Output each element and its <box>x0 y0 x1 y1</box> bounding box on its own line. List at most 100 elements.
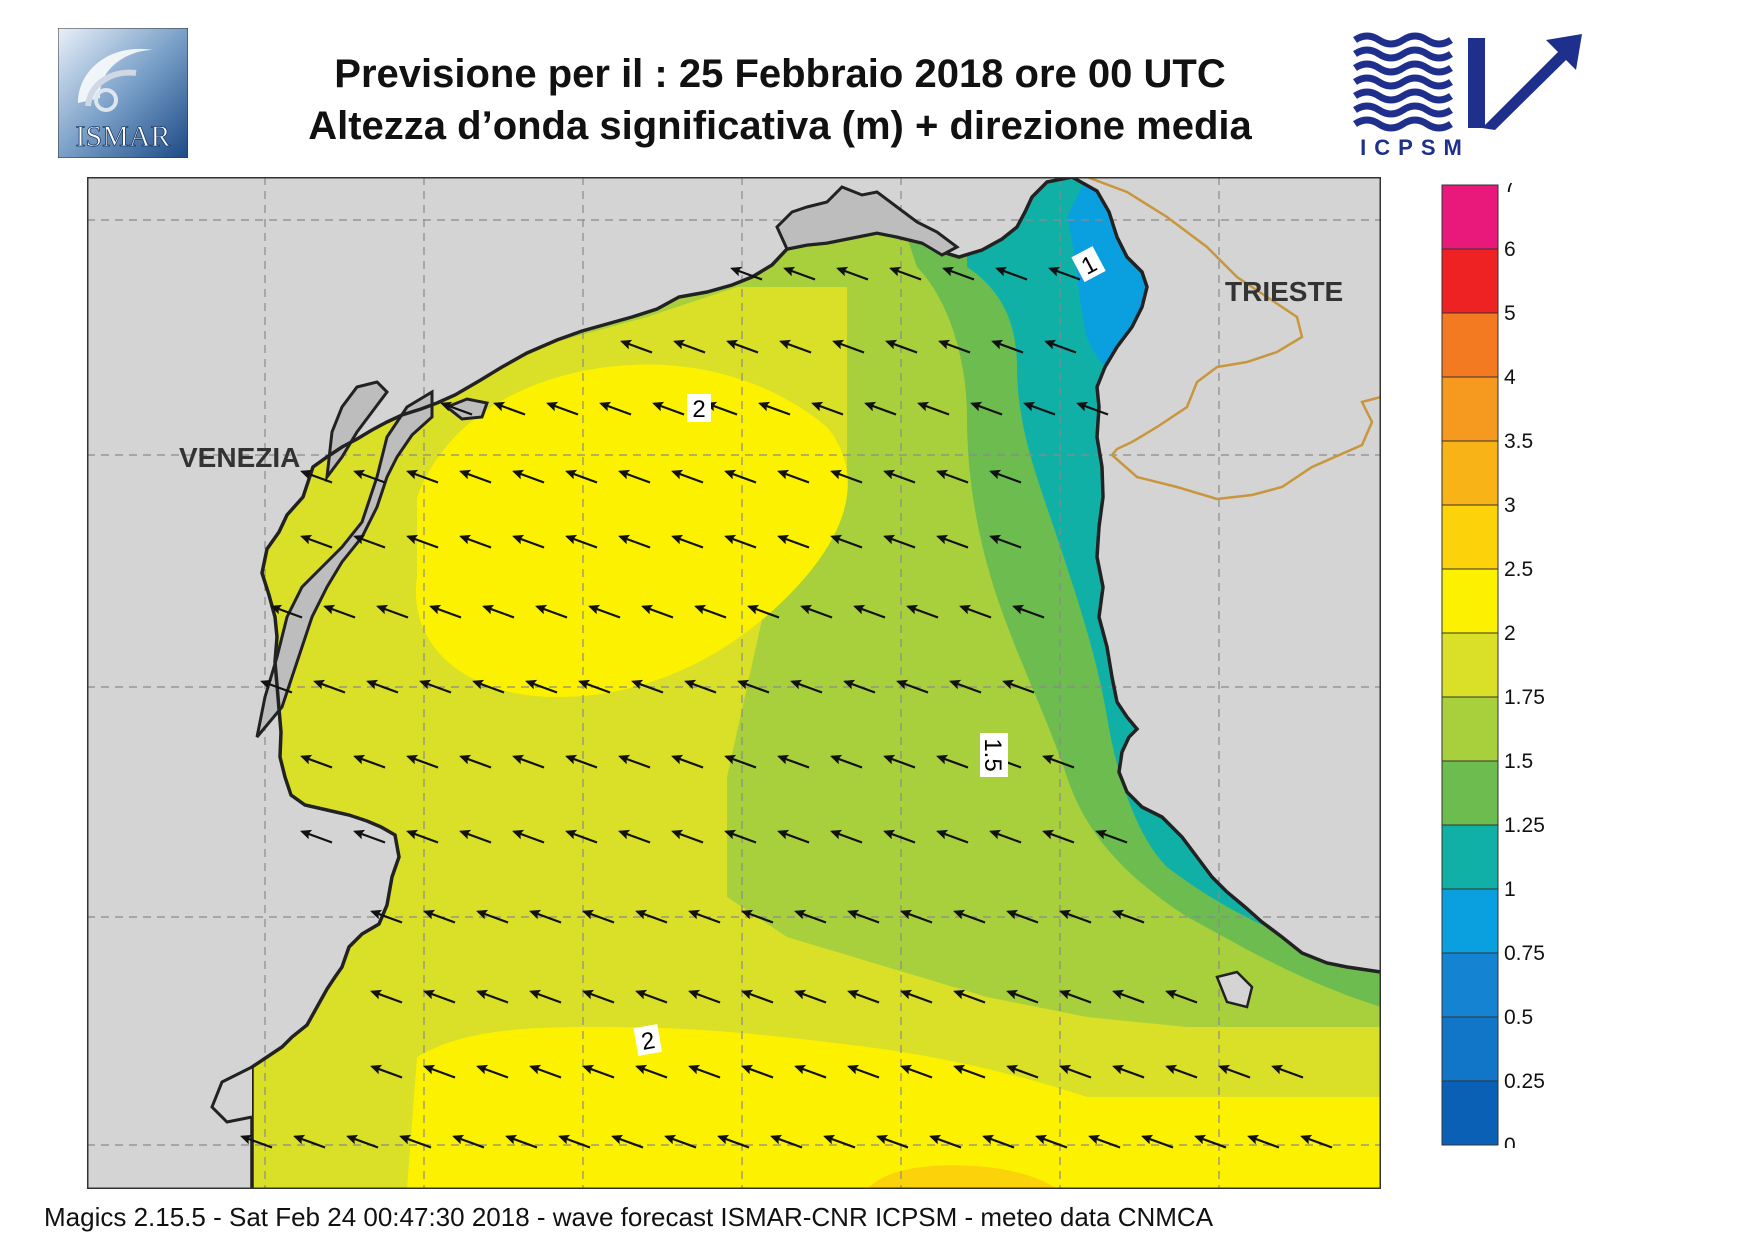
wave-direction-arrow <box>578 679 611 694</box>
wave-direction-arrow <box>588 604 621 619</box>
wave-direction-arrow <box>896 679 929 694</box>
wave-direction-arrow <box>724 829 757 844</box>
wave-direction-arrow <box>482 604 515 619</box>
wave-direction-arrow <box>300 829 333 844</box>
legend-tick-label: 0 <box>1504 1134 1516 1148</box>
legend-tick-label: 7 <box>1504 183 1516 197</box>
wave-direction-arrow <box>618 469 651 484</box>
legend-tick-label: 1 <box>1504 878 1516 901</box>
wave-direction-arrow <box>565 754 598 769</box>
wave-direction-arrow <box>671 469 704 484</box>
wave-direction-arrow <box>618 829 651 844</box>
wave-direction-arrow <box>376 604 409 619</box>
wave-direction-arrow <box>770 1134 803 1149</box>
wave-direction-arrow <box>900 989 933 1004</box>
wave-direction-arrow <box>423 989 456 1004</box>
wave-direction-arrow <box>953 989 986 1004</box>
wave-direction-arrow <box>694 604 727 619</box>
ismar-logo-icon: ISMAR <box>57 27 189 159</box>
legend-swatch <box>1441 312 1499 378</box>
legend-tick-label: 1.25 <box>1504 814 1545 837</box>
legend-tick-label: 3.5 <box>1504 430 1533 453</box>
legend-swatch <box>1441 888 1499 954</box>
wave-direction-arrow <box>830 829 863 844</box>
wave-direction-arrow <box>938 339 971 354</box>
wave-direction-arrow <box>794 1064 827 1079</box>
wave-direction-arrow <box>399 1134 432 1149</box>
wave-direction-arrow <box>936 754 969 769</box>
legend-tick-label: 2.5 <box>1504 558 1533 581</box>
wave-direction-arrow <box>906 604 939 619</box>
wave-direction-arrow <box>565 469 598 484</box>
wave-direction-arrow <box>737 679 770 694</box>
wave-direction-arrow <box>811 401 844 416</box>
wave-direction-arrow <box>847 1064 880 1079</box>
color-legend: 7 6 5 4 3.5 3 2.5 2 1.75 1.5 1.25 1 0.75 0.5 0.25 0 <box>1440 174 1560 1157</box>
wave-direction-arrow <box>885 339 918 354</box>
wave-direction-arrow <box>459 754 492 769</box>
wave-direction-arrow <box>582 989 615 1004</box>
wave-direction-arrow <box>370 1064 403 1079</box>
wave-direction-arrow <box>758 401 791 416</box>
wave-direction-arrow <box>847 909 880 924</box>
wave-direction-arrow <box>777 829 810 844</box>
wave-direction-arrow <box>864 401 897 416</box>
state-border-1 <box>1086 175 1304 456</box>
wave-direction-arrow <box>300 534 333 549</box>
wave-direction-arrow <box>353 534 386 549</box>
wave-direction-arrow <box>724 534 757 549</box>
wave-direction-arrow <box>936 829 969 844</box>
legend-swatch <box>1441 376 1499 442</box>
wave-direction-arrow <box>1112 989 1145 1004</box>
wave-direction-arrow <box>582 1064 615 1079</box>
wave-direction-arrow <box>512 534 545 549</box>
footer-credits: Magics 2.15.5 - Sat Feb 24 00:47:30 2018… <box>44 1202 1214 1232</box>
wave-direction-arrow <box>830 754 863 769</box>
wave-direction-arrow <box>794 909 827 924</box>
wave-direction-arrow <box>476 989 509 1004</box>
grado-lagoon <box>775 185 960 257</box>
wave-direction-arrow <box>599 401 632 416</box>
wave-direction-arrow <box>459 829 492 844</box>
legend-tick-label: 2 <box>1504 622 1516 645</box>
wave-direction-arrow <box>1044 339 1077 354</box>
wave-direction-arrow <box>730 266 763 281</box>
wave-direction-arrow <box>936 469 969 484</box>
wave-map-svg: 1 2 1.5 2 VENEZIA TRIESTE <box>87 175 1382 1189</box>
legend-tick-label: 0.75 <box>1504 942 1545 965</box>
wave-direction-arrow <box>673 339 706 354</box>
wave-direction-arrow <box>671 534 704 549</box>
icpsm-logo-icon: ICPSM <box>1353 32 1582 160</box>
map-title: Previsione per il : 25 Febbraio 2018 ore… <box>210 48 1350 152</box>
wave-direction-arrow <box>353 469 386 484</box>
wave-direction-arrow <box>800 604 833 619</box>
legend-swatch <box>1441 568 1499 634</box>
wave-direction-arrow <box>847 989 880 1004</box>
wave-direction-arrow <box>883 469 916 484</box>
wave-direction-arrow <box>832 339 865 354</box>
wave-direction-arrow <box>883 534 916 549</box>
wave-direction-arrow <box>982 1134 1015 1149</box>
wave-direction-arrow <box>1141 1134 1174 1149</box>
wave-direction-arrow <box>419 679 452 694</box>
wave-direction-arrow <box>989 469 1022 484</box>
wave-direction-arrow <box>1035 1134 1068 1149</box>
wave-direction-arrow <box>1112 1064 1145 1079</box>
wave-direction-arrow <box>406 829 439 844</box>
wave-direction-arrow <box>741 1064 774 1079</box>
wave-direction-arrow <box>493 401 526 416</box>
wave-direction-arrow <box>942 266 975 281</box>
wave-direction-arrow <box>664 1134 697 1149</box>
legend-tick-label: 4 <box>1504 366 1516 389</box>
wave-direction-arrow <box>929 1134 962 1149</box>
wave-direction-arrow <box>512 469 545 484</box>
contour-label-1-5: 1.5 <box>979 738 1006 771</box>
wave-direction-arrow <box>429 604 462 619</box>
ismar-logo: ISMAR <box>57 27 189 159</box>
wave-direction-arrow <box>970 401 1003 416</box>
legend-swatch <box>1441 760 1499 826</box>
wave-direction-arrow <box>652 401 685 416</box>
wave-direction-arrow <box>684 679 717 694</box>
wave-direction-arrow <box>529 909 562 924</box>
wave-direction-arrow <box>620 339 653 354</box>
